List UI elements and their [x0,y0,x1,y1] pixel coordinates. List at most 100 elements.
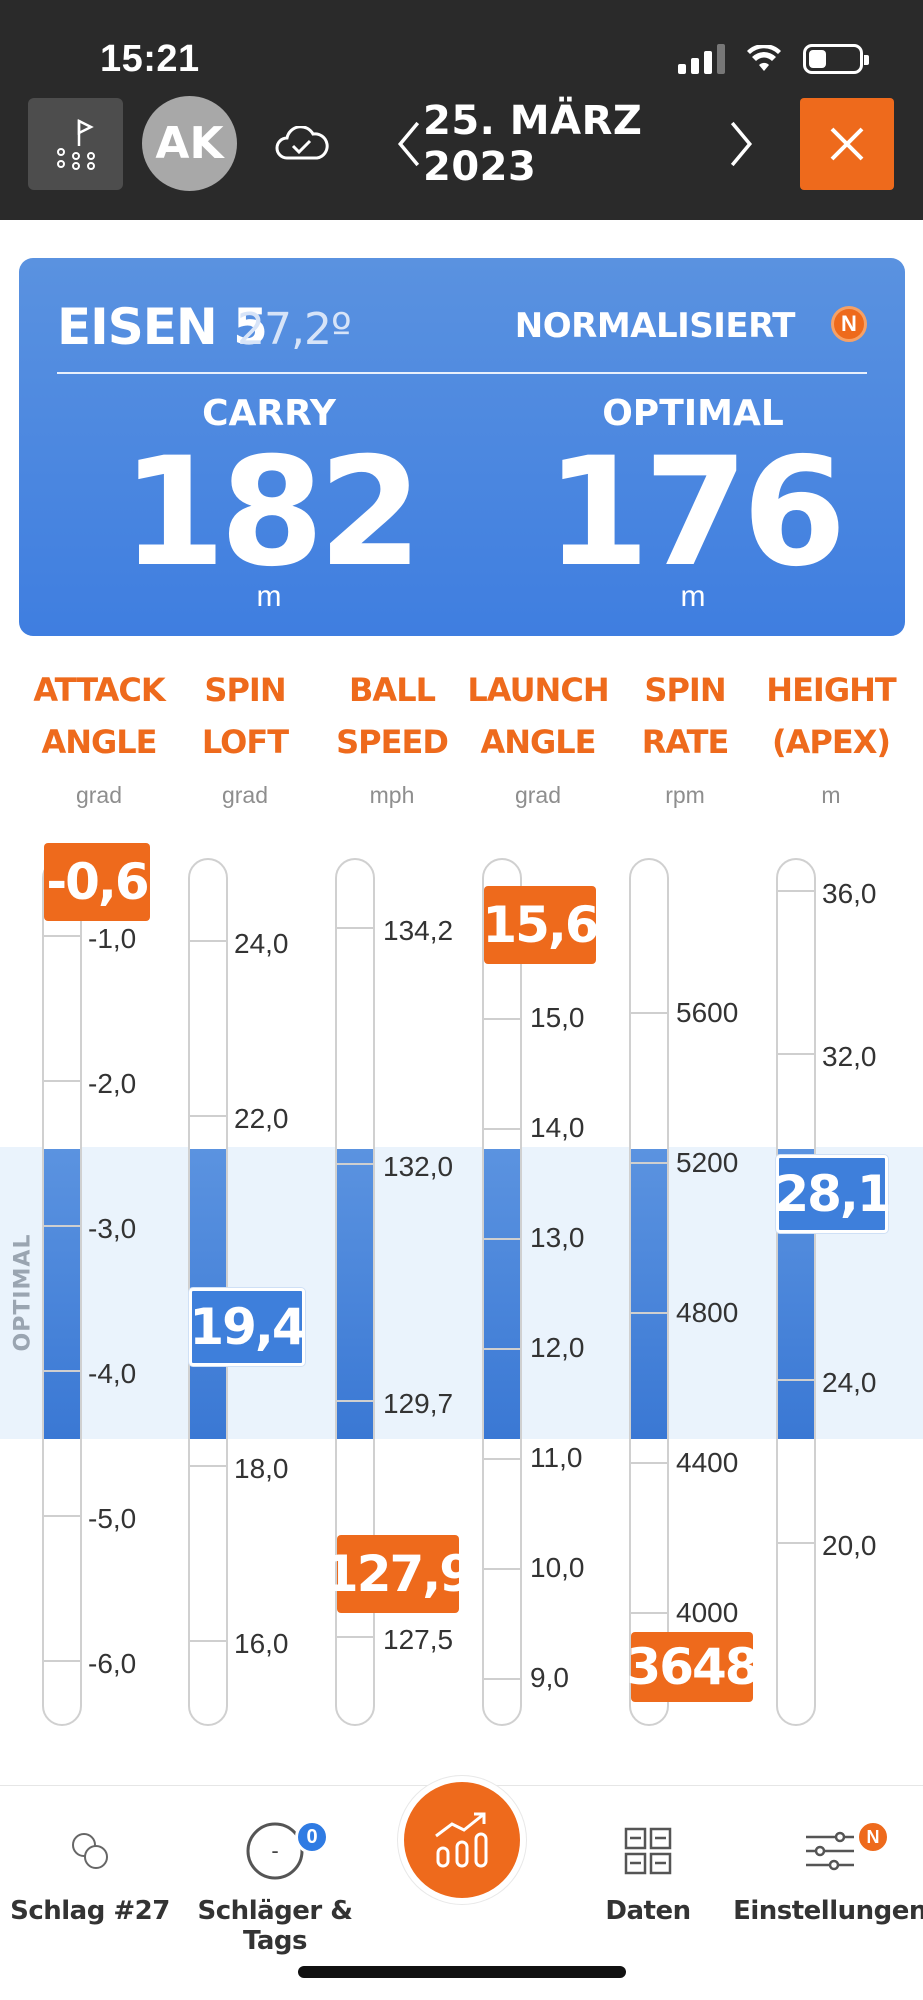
nav-clubs-tags[interactable]: - 0 Schläger & Tags [175,1816,375,1956]
chart-view-button[interactable] [398,1776,526,1904]
tick-label: 5200 [676,1147,739,1178]
golf-course-icon [56,118,95,170]
tick-label: 22,0 [234,1103,289,1134]
gauge-tick [44,1225,80,1227]
gauge-tick [484,1018,520,1020]
tick-label: 134,2 [383,915,454,946]
gauge-tick [44,1370,80,1372]
tick-label: 14,0 [530,1112,585,1143]
nav-settings[interactable]: N Einstellungen [730,1816,923,1926]
carry-unit: m [256,580,282,613]
tick-label: 9,0 [530,1662,569,1693]
column-header-spin-rate: SPIN RATE rpm [612,664,758,809]
value-height-apex: 28,1 [774,1155,892,1233]
club-loft: 27,2º [237,304,352,355]
gauge-tick [190,1115,226,1117]
gauge-tick [484,1568,520,1570]
tick-label: 18,0 [234,1453,289,1484]
value-spin-loft: 19,4 [189,1288,307,1366]
optimal-value: 176 [545,426,846,600]
column-unit: grad [514,782,562,808]
gauge-tick [778,1053,814,1055]
column-title: ATTACK ANGLE [33,671,165,761]
cloud-sync-button[interactable] [270,98,334,190]
column-title: LAUNCH ANGLE [467,671,609,761]
column-title: BALL SPEED [336,671,449,761]
nav-shot[interactable]: Schlag #27 [0,1816,190,1926]
column-unit: mph [369,782,415,808]
optimal-unit: m [680,580,706,613]
course-button[interactable] [28,98,123,190]
chevron-right-icon[interactable] [727,116,755,172]
gauge-tick [484,1238,520,1240]
nav-settings-icon-wrap: N [730,1816,923,1886]
gauge-tick [190,1640,226,1642]
gauge-launch-angle[interactable] [482,858,522,1726]
bar-chart-trend-icon [435,1812,488,1868]
gauge-tick [44,1660,80,1662]
normalized-badge: N [831,306,867,342]
nav-settings-label: Einstellungen [733,1896,923,1926]
gauge-attack-angle[interactable] [42,858,82,1726]
column-unit: grad [75,782,123,808]
clubs-badge: 0 [295,1820,329,1854]
wifi-icon [747,45,781,71]
status-time: 15:21 [100,38,200,80]
tick-label: -1,0 [88,923,137,954]
gauge-tick [778,1379,814,1381]
gauge-tick [778,890,814,892]
gauge-optimal-fill [44,1149,80,1439]
nav-clubs-icon-wrap: - 0 [175,1816,375,1886]
tick-label: -3,0 [88,1213,137,1244]
value-attack-angle: -0,6 [44,843,150,921]
nav-data[interactable]: Daten [548,1816,748,1926]
gauge-optimal-fill [631,1149,667,1439]
gauge-tick [190,940,226,942]
close-button[interactable] [800,98,894,190]
cellular-signal-icon [678,44,725,74]
data-grid-icon [624,1827,672,1875]
tick-label: 10,0 [530,1552,585,1583]
nav-shot-icon-wrap [0,1816,190,1886]
column-header-launch-angle: LAUNCH ANGLE grad [465,664,611,809]
optimal-range-band [0,1147,923,1439]
nav-data-label: Daten [605,1896,691,1926]
chevron-left-icon[interactable] [395,116,423,172]
tick-label: 4000 [676,1597,739,1628]
nav-shot-label: Schlag #27 [10,1896,170,1926]
gauge-tick [484,1678,520,1680]
tick-label: 16,0 [234,1628,289,1659]
tick-label: -4,0 [88,1358,137,1389]
carry-value: 182 [121,426,422,600]
optimal-label: OPTIMAL [602,393,784,434]
tick-label: -2,0 [88,1068,137,1099]
column-header-height-apex: HEIGHT (APEX) m [758,664,904,809]
session-date[interactable]: 25. MÄRZ 2023 [423,98,643,190]
column-unit: rpm [665,782,705,808]
tick-label: 5600 [676,997,739,1028]
tick-label: -6,0 [88,1648,137,1679]
gauge-height-apex[interactable] [776,858,816,1726]
tick-label: 11,0 [530,1442,583,1473]
shot-summary-card[interactable]: EISEN 5 27,2º NORMALISIERT N CARRY 182 m… [19,258,905,636]
gauge-tick [337,1163,373,1165]
gauge-tick [44,1080,80,1082]
gauge-tick [190,1465,226,1467]
gauge-tick [631,1612,667,1614]
card-divider [57,372,867,374]
gauge-tick [484,1458,520,1460]
gauge-tick [484,1348,520,1350]
club-name: EISEN 5 [57,298,268,356]
tick-label: 4800 [676,1297,739,1328]
home-indicator [298,1966,626,1978]
gauge-tick [484,1128,520,1130]
value-launch-angle: 15,6 [482,886,600,964]
tick-label: 4400 [676,1447,739,1478]
tick-label: 20,0 [822,1530,877,1561]
gauge-spin-rate[interactable] [629,858,669,1726]
gauge-tick [44,935,80,937]
tick-label: 32,0 [822,1041,877,1072]
avatar[interactable]: AK [142,96,237,191]
close-icon [830,127,864,161]
column-header-attack-angle: ATTACK ANGLE grad [26,664,172,809]
